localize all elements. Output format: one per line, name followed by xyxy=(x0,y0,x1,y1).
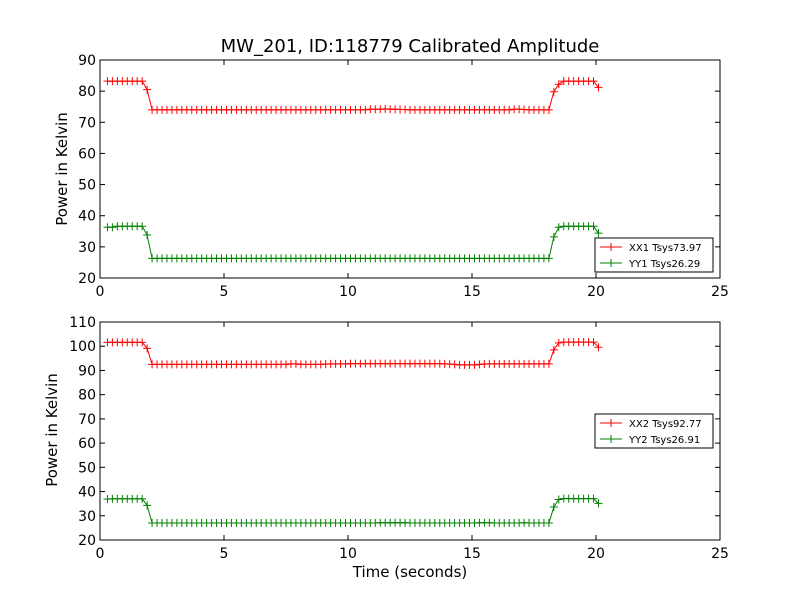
legend-label: XX2 Tsys92.77 xyxy=(629,419,702,430)
y-tick-label: 40 xyxy=(78,209,96,225)
data-point xyxy=(549,87,558,96)
data-point xyxy=(594,499,603,508)
data-point xyxy=(554,80,563,89)
y-tick-label: 110 xyxy=(69,315,96,331)
data-point xyxy=(143,231,152,240)
x-tick-label: 15 xyxy=(463,284,481,300)
y-axis-label: Power in Kelvin xyxy=(43,373,61,487)
y-tick-label: 50 xyxy=(78,460,96,476)
data-point xyxy=(544,254,553,263)
y-tick-label: 30 xyxy=(78,509,96,525)
data-point xyxy=(143,85,152,94)
legend-marker xyxy=(607,419,615,427)
y-tick-label: 60 xyxy=(78,146,96,162)
x-tick-label: 20 xyxy=(587,546,605,562)
data-point xyxy=(138,338,147,347)
y-tick-label: 30 xyxy=(78,240,96,256)
data-point xyxy=(594,83,603,92)
x-tick-label: 15 xyxy=(463,546,481,562)
y-tick-label: 80 xyxy=(78,84,96,100)
bottom-chart: Time (seconds) Power in Kelvin 0 5 10 15 20 2… xyxy=(43,315,729,581)
data-point xyxy=(544,105,553,114)
chart-title: MW_201, ID:118779 Calibrated Amplitude xyxy=(221,36,600,57)
legend-marker xyxy=(607,435,615,443)
legend-box xyxy=(594,237,714,273)
data-point xyxy=(138,222,147,231)
top-chart: MW_201, ID:118779 Calibrated Amplitude P… xyxy=(53,36,729,300)
data-point xyxy=(361,105,370,114)
plot-marks xyxy=(103,77,603,263)
y-tick-label: 20 xyxy=(78,271,96,287)
data-point xyxy=(549,345,558,354)
data-point xyxy=(549,503,558,512)
x-tick-label: 10 xyxy=(339,546,357,562)
data-point xyxy=(589,222,598,231)
x-tick-label: 25 xyxy=(711,546,729,562)
data-point xyxy=(143,501,152,510)
y-tick-label: 100 xyxy=(69,339,96,355)
data-point xyxy=(589,338,598,347)
y-tick-label: 90 xyxy=(78,53,96,69)
data-point xyxy=(138,77,147,86)
plot-marks xyxy=(103,338,603,528)
x-tick-label: 20 xyxy=(587,284,605,300)
data-point xyxy=(589,494,598,503)
data-point xyxy=(554,495,563,504)
y-tick-label: 60 xyxy=(78,436,96,452)
data-point xyxy=(554,223,563,232)
data-point xyxy=(589,77,598,86)
legend-marker xyxy=(607,259,615,267)
data-point xyxy=(108,223,117,232)
y-tick-label: 50 xyxy=(78,178,96,194)
legend-label: YY1 Tsys26.29 xyxy=(628,259,700,270)
legend-marker xyxy=(607,243,615,251)
axis-ticks: 0 5 10 15 20 25 20 30 40 50 60 70 80 90 100 110 xyxy=(69,315,729,562)
x-tick-label: 25 xyxy=(711,284,729,300)
data-point xyxy=(143,344,152,353)
axis-ticks: 0 5 10 15 20 25 20 30 40 50 60 70 80 90 xyxy=(78,53,729,300)
y-axis-label: Power in Kelvin xyxy=(53,112,71,226)
y-tick-label: 90 xyxy=(78,363,96,379)
x-tick-label: 5 xyxy=(220,546,229,562)
data-point xyxy=(594,229,603,238)
legend: XX1 Tsys73.97 YY1 Tsys26.29 xyxy=(594,237,714,273)
y-tick-label: 70 xyxy=(78,412,96,428)
plot-frame xyxy=(99,321,721,541)
x-axis-label: Time (seconds) xyxy=(352,563,468,581)
x-tick-label: 0 xyxy=(96,284,105,300)
x-tick-label: 5 xyxy=(220,284,229,300)
data-point xyxy=(544,359,553,368)
y-tick-label: 40 xyxy=(78,485,96,501)
x-tick-label: 0 xyxy=(96,546,105,562)
data-point xyxy=(544,519,553,528)
y-tick-label: 20 xyxy=(78,533,96,549)
data-point xyxy=(594,343,603,352)
legend-label: YY2 Tsys26.91 xyxy=(628,435,700,446)
data-point xyxy=(138,494,147,503)
y-tick-label: 80 xyxy=(78,388,96,404)
x-tick-label: 10 xyxy=(339,284,357,300)
plot-frame xyxy=(99,59,721,279)
legend-label: XX1 Tsys73.97 xyxy=(629,243,702,254)
data-point xyxy=(505,105,514,114)
legend: XX2 Tsys92.77 YY2 Tsys26.91 xyxy=(594,413,714,449)
data-point xyxy=(554,338,563,347)
legend-box xyxy=(594,413,714,449)
y-tick-label: 70 xyxy=(78,115,96,131)
data-point xyxy=(549,232,558,241)
